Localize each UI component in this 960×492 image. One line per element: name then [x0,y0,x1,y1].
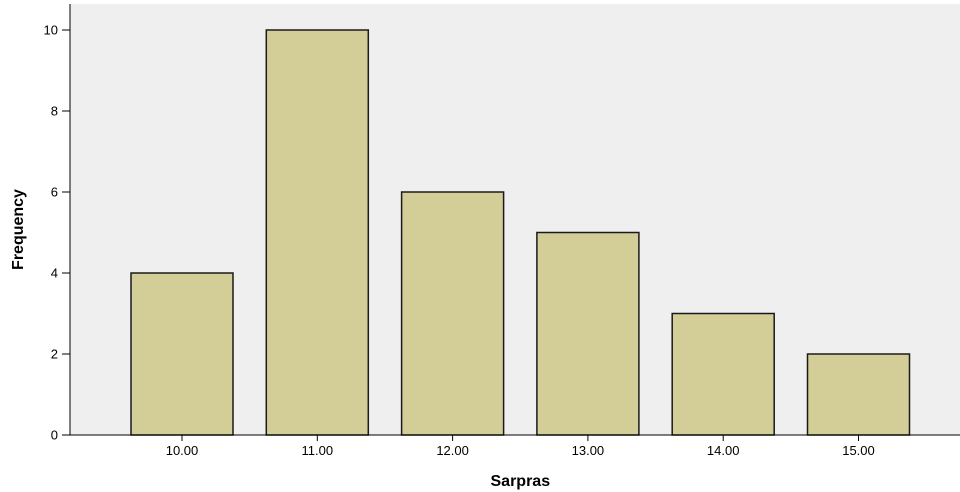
y-axis-title: Frequency [10,189,27,270]
bar-15.00 [808,354,910,435]
bar-11.00 [266,30,368,435]
x-axis-title: Sarpras [491,473,551,490]
y-tick-label: 2 [51,347,58,362]
bar-13.00 [537,233,639,436]
y-tick-label: 0 [51,428,58,443]
x-tick-label: 13.00 [572,443,605,458]
x-tick-label: 10.00 [166,443,199,458]
x-tick-label: 15.00 [842,443,875,458]
bar-12.00 [402,192,504,435]
bar-14.00 [672,314,774,436]
x-tick-label: 14.00 [707,443,740,458]
y-ticks: 0 2 4 6 8 10 [44,23,70,443]
y-tick-label: 8 [51,104,58,119]
bar-10.00 [131,273,233,435]
x-tick-label: 12.00 [436,443,469,458]
y-tick-label: 4 [51,266,58,281]
x-ticks: 10.00 11.00 12.00 13.00 14.00 15.00 [166,435,875,458]
x-tick-label: 11.00 [302,443,334,458]
y-tick-label: 6 [51,185,58,200]
y-tick-label: 10 [44,23,58,38]
